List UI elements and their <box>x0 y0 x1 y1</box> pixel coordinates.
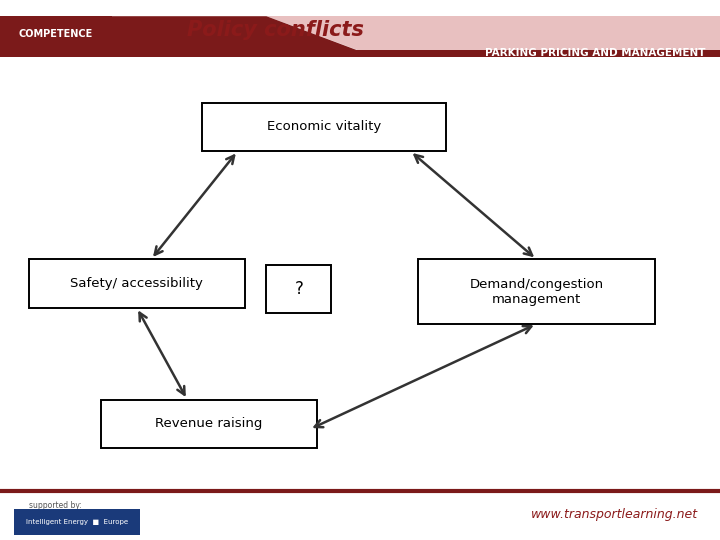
FancyBboxPatch shape <box>101 400 317 448</box>
Text: Demand/congestion
management: Demand/congestion management <box>469 278 603 306</box>
Polygon shape <box>266 16 720 51</box>
Text: COMPETENCE: COMPETENCE <box>18 29 93 39</box>
FancyBboxPatch shape <box>14 509 140 535</box>
Text: supported by:: supported by: <box>29 502 81 510</box>
Text: Intelligent Energy  ■  Europe: Intelligent Energy ■ Europe <box>26 518 128 525</box>
Text: Policy conflicts: Policy conflicts <box>187 19 364 40</box>
Text: Economic vitality: Economic vitality <box>267 120 381 133</box>
Text: ?: ? <box>294 280 303 298</box>
FancyBboxPatch shape <box>418 259 655 324</box>
Text: www.transportlearning.net: www.transportlearning.net <box>531 508 698 521</box>
FancyBboxPatch shape <box>0 16 112 51</box>
FancyBboxPatch shape <box>0 50 720 57</box>
FancyBboxPatch shape <box>202 103 446 151</box>
FancyBboxPatch shape <box>29 259 245 308</box>
Text: Revenue raising: Revenue raising <box>155 417 263 430</box>
Polygon shape <box>112 16 360 51</box>
FancyBboxPatch shape <box>266 265 331 313</box>
Text: PARKING PRICING AND MANAGEMENT: PARKING PRICING AND MANAGEMENT <box>485 49 706 58</box>
Text: Safety/ accessibility: Safety/ accessibility <box>71 277 203 290</box>
